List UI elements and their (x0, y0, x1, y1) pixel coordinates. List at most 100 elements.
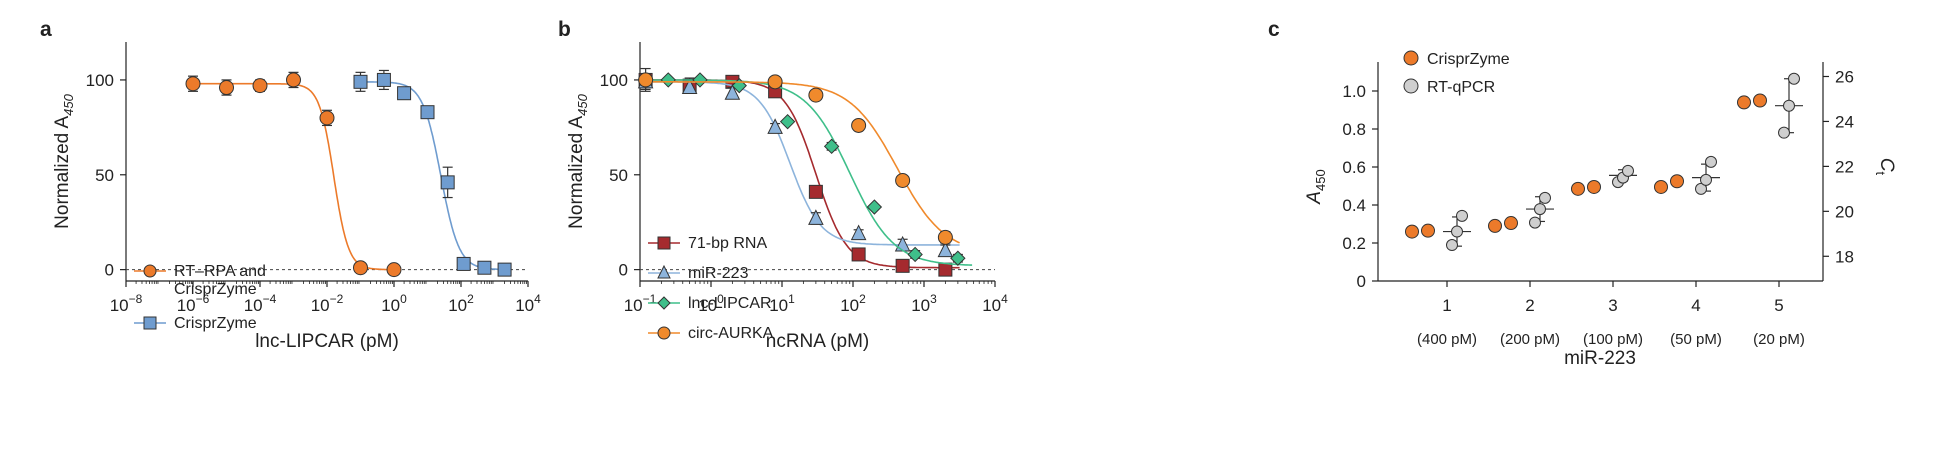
panel-c-legend-marker-rtqpcr (1403, 78, 1419, 94)
panel-a-series-1-point-6 (477, 260, 492, 275)
panel-a-series-1-point-2 (397, 86, 412, 101)
panel-c-letter: c (1268, 18, 1280, 41)
panel-a-x-tick-label-3: 10−2 (311, 292, 344, 315)
panel-b-legend-label-0: 71-bp RNA (688, 235, 767, 252)
panel-a-x-tick-base-2: 10 (244, 296, 263, 315)
panel-b-y-tick-label-2: 100 (600, 71, 628, 90)
panel-b-series-2-point-7 (907, 246, 923, 263)
panel-a-x-tick-exp-0: −8 (129, 292, 143, 306)
panel-c-category-label-4: 5 (1774, 296, 1783, 315)
panel-b-x-tick-base-2: 10 (769, 296, 788, 315)
panel-b-series-3-fit-curve (642, 81, 960, 244)
panel-b-series-2-point-5 (823, 138, 840, 155)
panel-a-legend-label-0-0: RT–RPA and (174, 263, 266, 280)
panel-c-rtqpcr-point-4-1 (1783, 99, 1795, 112)
panel-a-legend-marker-0 (143, 264, 157, 278)
panel-a-series-1-fit-curve (358, 81, 512, 271)
panel-c-category-sub-1: (200 pM) (1500, 331, 1560, 348)
panel-b-series-0-point-5 (851, 247, 866, 262)
panel-c-left-tick-label-2: 0.4 (1342, 196, 1366, 215)
panel-b-x-tick-label-2: 101 (769, 292, 795, 315)
panel-c-crisprzyme-point-1-0 (1488, 218, 1502, 233)
panel-a-y-tick-label-2: 100 (86, 71, 114, 90)
panel-c-category-label-3: 4 (1691, 296, 1700, 315)
panel-a-x-tick-base-4: 10 (381, 296, 400, 315)
panel-c-left-tick-label-3: 0.6 (1342, 158, 1366, 177)
panel-c-left-tick-label-4: 0.8 (1342, 120, 1366, 139)
panel-c-category-label-2: 3 (1608, 296, 1617, 315)
panel-b-x-tick-base-5: 10 (982, 296, 1001, 315)
panel-a-series-1-point-0 (353, 74, 368, 89)
panel-b-x-tick-exp-5: 4 (1001, 292, 1008, 306)
panel-a-x-tick-label-1: 10−6 (177, 292, 210, 315)
panel-a-series-1-point-7 (497, 262, 512, 277)
panel-c-right-axis-label: Ct (1873, 158, 1897, 176)
panel-a-x-axis-label: lnc-LIPCAR (pM) (255, 331, 399, 352)
panel-b-y-axis-label-main: Normalized A (566, 116, 587, 229)
panel-a-x-tick-exp-2: −4 (263, 292, 277, 306)
panel-b-x-tick-base-1: 10 (698, 296, 717, 315)
panel-b-x-tick-label-5: 104 (982, 292, 1008, 315)
panel-c-right-tick-label-2: 22 (1835, 157, 1854, 176)
panel-b-series-3-point-3 (851, 117, 867, 133)
panel-b-series-1-point-1 (681, 78, 698, 95)
panel-c-category-sub-0: (400 pM) (1417, 331, 1477, 348)
panel-c-crisprzyme-point-2-1 (1587, 179, 1601, 194)
panel-c-right-tick-label-0: 18 (1835, 247, 1854, 266)
panel-b-series-3-point-5 (937, 229, 953, 245)
panel-c-left-tick-label-1: 0.2 (1342, 234, 1366, 253)
panel-b-legend-label-1: miR-223 (688, 265, 749, 282)
panel-c-right-axis-label-main: C (1876, 158, 1897, 172)
panel-a-series-0-point-2 (252, 78, 268, 94)
panel-b-x-tick-base-3: 10 (840, 296, 859, 315)
panel-c-category-label-1: 2 (1525, 296, 1534, 315)
panel-c-left-axis-label-sub: 450 (1313, 169, 1328, 191)
panel-b-letter: b (558, 18, 571, 41)
panel-c-crisprzyme-point-3-1 (1670, 174, 1684, 189)
panel-c-crisprzyme-point-2-0 (1571, 181, 1585, 196)
panel-b-series-3-point-4 (895, 172, 911, 188)
panel-b-legend-marker-1 (657, 264, 671, 279)
panel-b-series-1-point-4 (808, 209, 824, 225)
panel-b-series-2-point-8 (950, 250, 966, 266)
panel-c-x-axis-label: miR-223 (1564, 348, 1636, 369)
panel-b-series-1-point-2 (724, 84, 741, 100)
panel-c-category-sub-2: (100 pM) (1583, 331, 1643, 348)
panel-c-crisprzyme-point-0-0 (1405, 224, 1419, 239)
panel-c-rtqpcr-point-3-0 (1695, 182, 1707, 195)
panel-b-x-tick-exp-1: 0 (717, 292, 724, 306)
panel-a-legend-label-0-1: CrisprZyme (174, 281, 257, 298)
panel-c-rtqpcr-point-4-0 (1778, 126, 1790, 139)
panel-a-series-0-point-5 (353, 260, 368, 276)
panel-b-legend-marker-0 (657, 236, 671, 250)
panel-a-series-0-point-0 (185, 76, 201, 92)
panel-c: c 0 0.2 0.4 0.6 0.8 1.0 18 20 22 24 26 1 (400 pM) 2 (2… (1268, 18, 1897, 369)
panel-a-legend-marker-1 (143, 316, 157, 330)
panel-c-left-tick-label-0: 0 (1357, 272, 1366, 291)
panel-b-series-2-point-4 (779, 113, 796, 130)
panel-b-x-tick-base-4: 10 (911, 296, 930, 315)
panel-a-letter: a (40, 18, 52, 41)
panel-c-rtqpcr-point-1-1 (1534, 203, 1546, 216)
panel-a-x-tick-exp-5: 2 (467, 292, 474, 306)
panel-b-series-3-point-0 (638, 72, 654, 88)
panel-c-rtqpcr-point-0-0 (1446, 239, 1458, 252)
panel-b-y-tick-label-1: 50 (609, 166, 628, 185)
panel-a-legend-label-1-0: CrisprZyme (174, 315, 257, 332)
panel-a-x-tick-base-3: 10 (311, 296, 330, 315)
panel-b-series-2-point-1 (660, 72, 676, 88)
panel-c-rtqpcr-point-4-2 (1788, 72, 1800, 85)
panel-b-series-1-point-7 (937, 241, 954, 258)
panel-b-series-1-point-3 (767, 118, 783, 134)
panel-c-right-axis-label-sub: t (1873, 172, 1888, 176)
panel-c-rtqpcr-point-1-2 (1539, 191, 1551, 204)
panel-c-category-sub-4: (20 pM) (1753, 331, 1805, 348)
panel-b-x-tick-exp-2: 1 (788, 292, 795, 306)
panel-c-left-axis-label: A450 (1304, 169, 1328, 204)
panel-b-x-tick-exp-3: 2 (859, 292, 866, 306)
panel-b-series-2-point-2 (692, 72, 708, 88)
panel-c-category-label-0: 1 (1442, 296, 1451, 315)
panel-b-series-0-point-6 (895, 258, 910, 273)
panel-b-series-1-point-5 (850, 224, 867, 241)
